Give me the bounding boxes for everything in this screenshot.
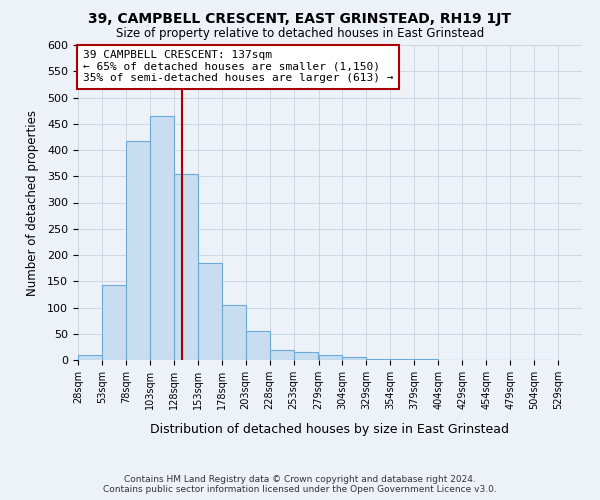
Bar (319, 355, 343, 360)
Bar (102, 285, 126, 360)
Y-axis label: Number of detached properties: Number of detached properties (26, 110, 39, 296)
Text: 39 CAMPBELL CRESCENT: 137sqm
← 65% of detached houses are smaller (1,150)
35% of: 39 CAMPBELL CRESCENT: 137sqm ← 65% of de… (83, 50, 393, 84)
Bar (126, 140, 150, 360)
Bar (293, 352, 317, 360)
Text: Contains HM Land Registry data © Crown copyright and database right 2024.
Contai: Contains HM Land Registry data © Crown c… (103, 474, 497, 494)
Bar (78, 355, 102, 360)
Bar (269, 350, 293, 360)
Bar (150, 116, 174, 360)
Text: 39, CAMPBELL CRESCENT, EAST GRINSTEAD, RH19 1JT: 39, CAMPBELL CRESCENT, EAST GRINSTEAD, R… (89, 12, 511, 26)
Bar (343, 358, 367, 360)
Bar (222, 305, 245, 360)
X-axis label: Distribution of detached houses by size in East Grinstead: Distribution of detached houses by size … (151, 423, 509, 436)
Bar (198, 263, 222, 360)
Bar (367, 359, 391, 360)
Bar (245, 331, 269, 360)
Text: Size of property relative to detached houses in East Grinstead: Size of property relative to detached ho… (116, 28, 484, 40)
Bar (174, 174, 198, 360)
